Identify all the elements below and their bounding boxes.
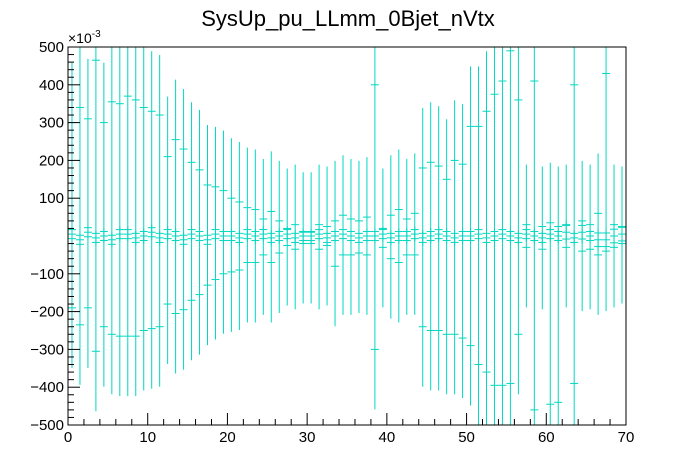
data-point bbox=[522, 164, 531, 308]
y-exponent-base: ×10 bbox=[68, 30, 92, 46]
data-point bbox=[179, 89, 188, 370]
data-point bbox=[386, 155, 395, 319]
data-point bbox=[570, 47, 579, 425]
data-point bbox=[530, 47, 539, 425]
data-point bbox=[83, 58, 92, 368]
data-point bbox=[410, 153, 419, 315]
data-point bbox=[203, 124, 212, 346]
data-point bbox=[466, 66, 475, 406]
data-point bbox=[171, 79, 180, 374]
y-tick-label: 400 bbox=[39, 77, 64, 94]
data-point bbox=[586, 164, 595, 310]
y-tick-label: 500 bbox=[39, 39, 64, 56]
data-point bbox=[91, 47, 100, 412]
y-exponent-label: ×10-3 bbox=[68, 29, 101, 46]
data-point bbox=[211, 126, 220, 340]
data-point bbox=[235, 141, 244, 331]
y-tick-label: −500 bbox=[30, 417, 64, 434]
data-point bbox=[291, 164, 300, 310]
y-tick-label: −200 bbox=[30, 304, 64, 321]
x-tick-label: 0 bbox=[64, 429, 72, 446]
data-point bbox=[378, 168, 387, 308]
data-point bbox=[442, 119, 451, 395]
data-point bbox=[283, 168, 292, 306]
data-point bbox=[426, 102, 435, 391]
data-point bbox=[418, 107, 427, 387]
data-point bbox=[147, 51, 156, 389]
data-point bbox=[482, 51, 491, 425]
y-tick-label: 100 bbox=[39, 190, 64, 207]
data-point bbox=[394, 149, 403, 323]
y-tick-label: −300 bbox=[30, 341, 64, 358]
data-point bbox=[610, 164, 619, 308]
x-tick-label: 40 bbox=[379, 429, 396, 446]
data-point bbox=[490, 47, 499, 425]
data-point bbox=[227, 138, 236, 332]
data-point bbox=[243, 147, 252, 323]
data-point bbox=[562, 164, 571, 308]
data-point bbox=[546, 162, 555, 425]
data-point bbox=[618, 166, 626, 304]
data-point bbox=[155, 55, 164, 387]
data-point bbox=[370, 47, 379, 410]
data-point bbox=[323, 166, 332, 306]
data-point bbox=[259, 158, 268, 315]
chart-title: SysUp_pu_LLmm_0Bjet_nVtx bbox=[201, 6, 495, 31]
axes: 0 10 20 30 40 50 60 70 −500 −400 −300 −200 −100 100 20… bbox=[30, 39, 634, 446]
data-point bbox=[578, 160, 587, 312]
data-point bbox=[514, 47, 523, 395]
data-point bbox=[219, 130, 228, 334]
data-point bbox=[474, 66, 483, 425]
data-point bbox=[99, 62, 108, 387]
data-point bbox=[307, 172, 316, 304]
y-tick-label: −100 bbox=[30, 266, 64, 283]
plot-frame bbox=[67, 46, 627, 426]
data-point bbox=[195, 109, 204, 355]
data-point bbox=[75, 47, 84, 385]
data-point bbox=[458, 104, 467, 399]
data-point bbox=[187, 102, 196, 361]
y-tick-label: 300 bbox=[39, 115, 64, 132]
data-point bbox=[107, 47, 116, 395]
data-point bbox=[115, 47, 124, 397]
y-tick-label: 200 bbox=[39, 152, 64, 169]
data-point bbox=[450, 100, 459, 395]
data-point bbox=[339, 155, 347, 315]
data-point bbox=[299, 172, 308, 304]
data-point bbox=[275, 160, 284, 314]
data-point bbox=[131, 47, 140, 397]
data-point bbox=[602, 47, 611, 312]
y-exponent-power: -3 bbox=[92, 29, 101, 40]
data-point bbox=[434, 106, 443, 391]
data-point bbox=[362, 157, 371, 315]
data-point bbox=[594, 153, 603, 315]
data-point bbox=[68, 62, 76, 368]
y-tick-label: −400 bbox=[30, 379, 64, 396]
data-point bbox=[123, 47, 132, 397]
data-point bbox=[267, 151, 276, 323]
data-point bbox=[315, 164, 324, 310]
data-point bbox=[402, 158, 411, 315]
data-point bbox=[251, 149, 260, 323]
data-point bbox=[354, 160, 363, 314]
data-point bbox=[506, 47, 515, 425]
data-point bbox=[498, 47, 507, 425]
x-tick-label: 30 bbox=[299, 429, 316, 446]
data-point bbox=[554, 166, 563, 425]
data-point bbox=[163, 96, 172, 365]
x-tick-label: 60 bbox=[538, 429, 555, 446]
x-tick-label: 50 bbox=[458, 429, 475, 446]
x-tick-label: 70 bbox=[618, 429, 635, 446]
data-point bbox=[347, 158, 355, 315]
data-point bbox=[139, 47, 148, 391]
data-point bbox=[538, 166, 547, 310]
x-tick-label: 10 bbox=[139, 429, 156, 446]
x-tick-label: 20 bbox=[219, 429, 236, 446]
data-point bbox=[331, 160, 340, 327]
plot-marks bbox=[68, 47, 626, 425]
